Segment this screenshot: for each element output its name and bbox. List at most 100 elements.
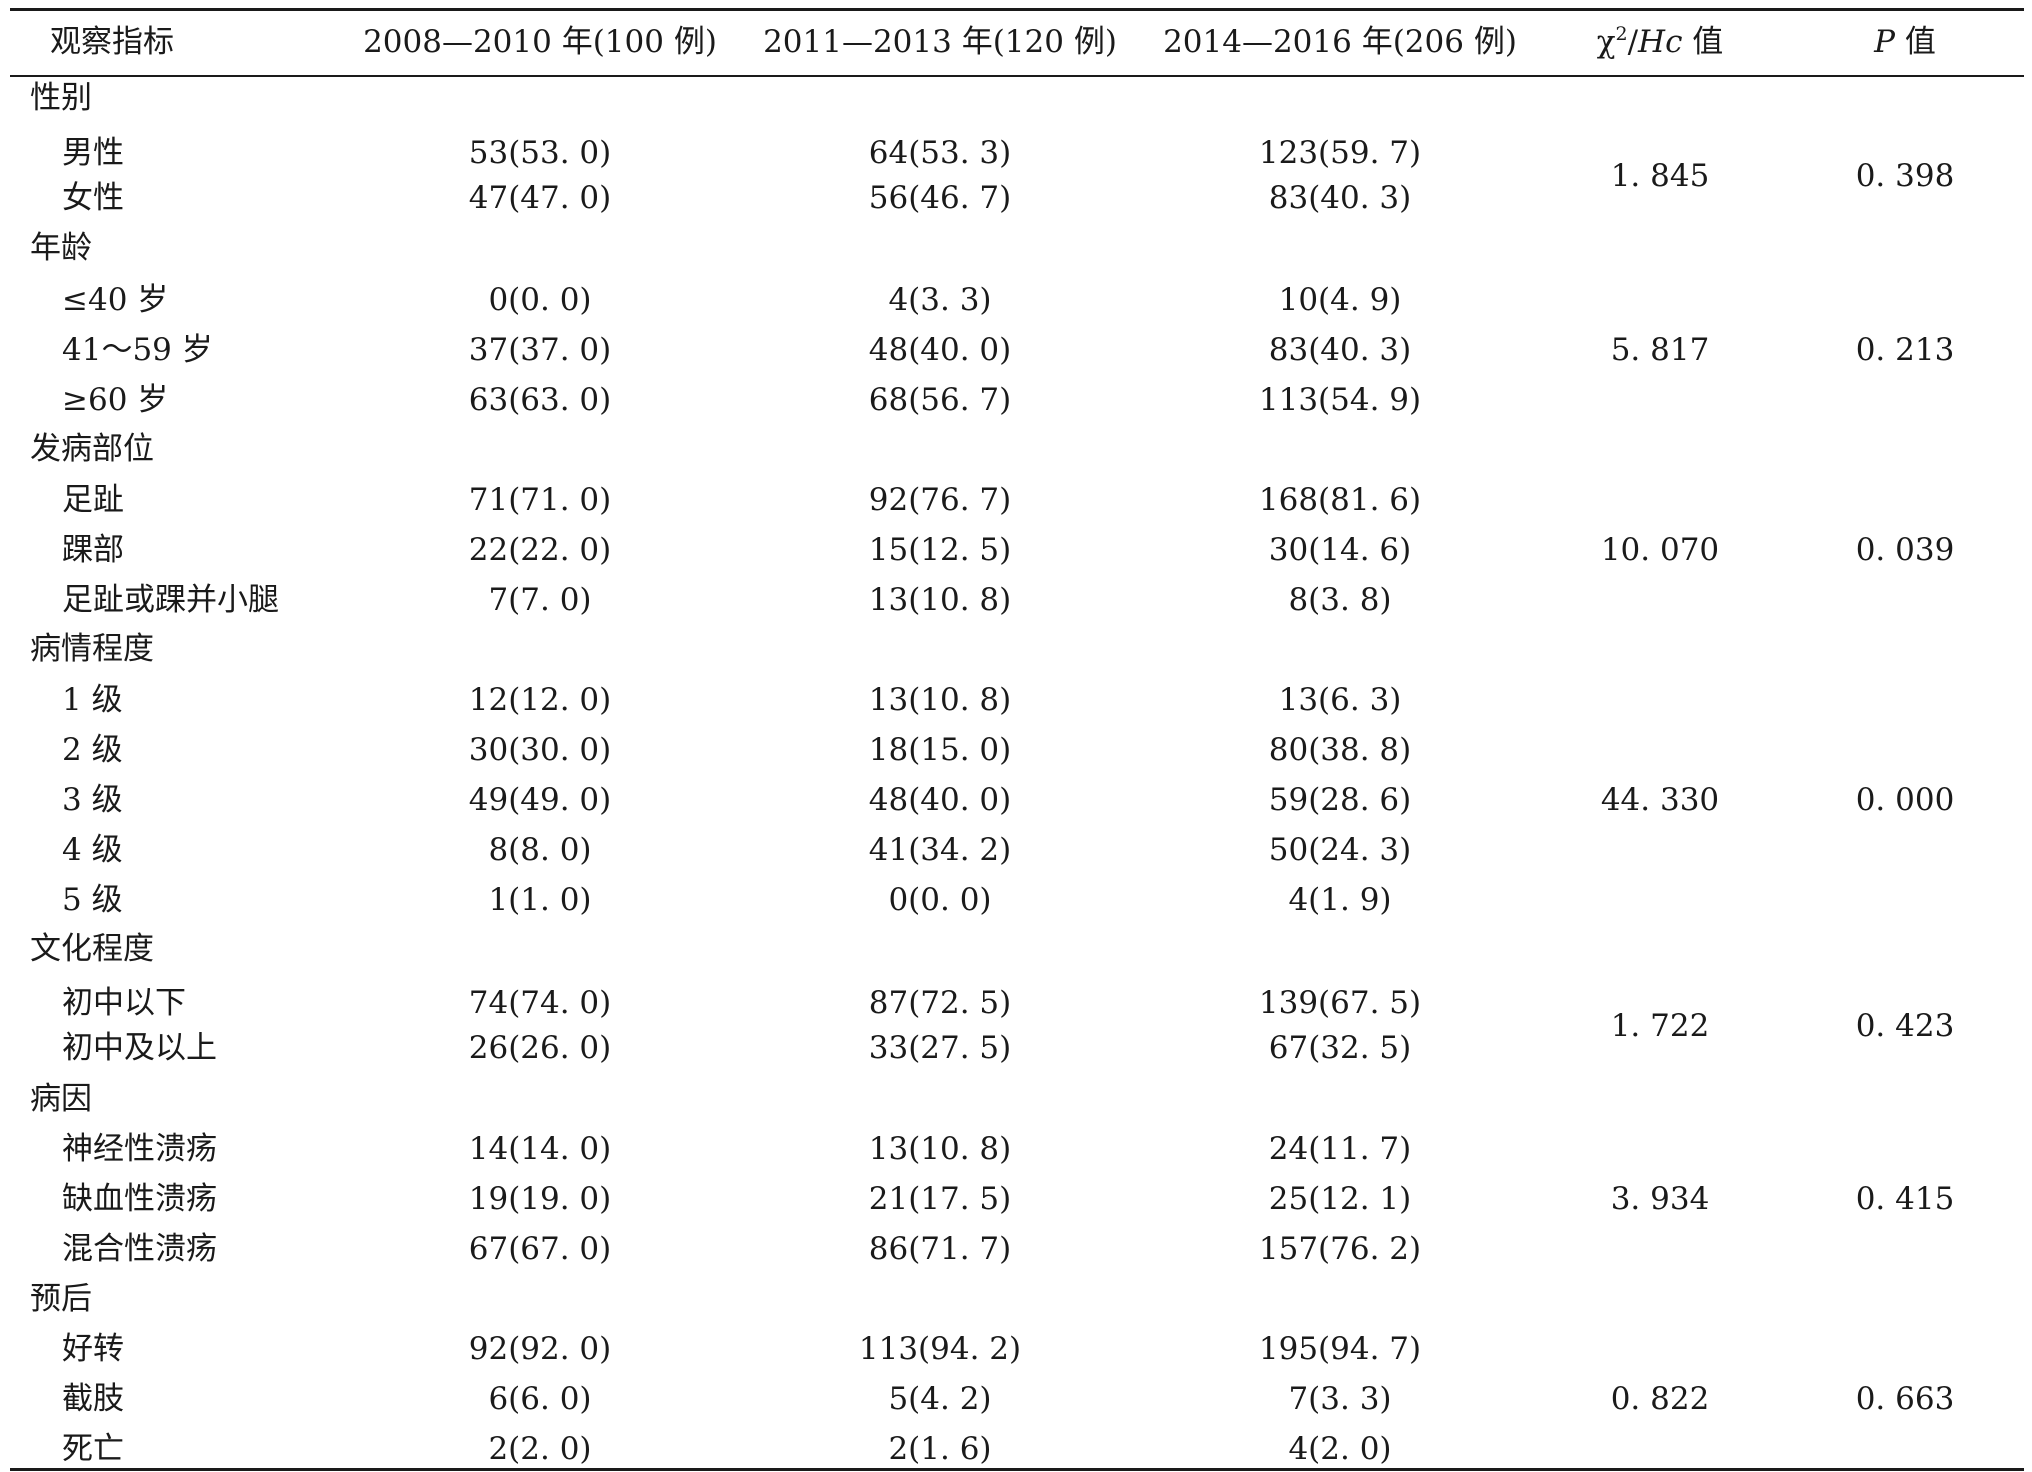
- row-label: 初中以下: [62, 985, 186, 1021]
- cell-2011-2013: 64(53. 3): [868, 135, 1012, 171]
- p-value: 0. 213: [1855, 332, 1955, 368]
- cell-2011-2013: 48(40. 0): [868, 332, 1012, 368]
- cell-2008-2010: 47(47. 0): [468, 180, 612, 216]
- group-title: 文化程度: [30, 931, 154, 967]
- cell-2008-2010: 19(19. 0): [468, 1181, 612, 1217]
- cell-2014-2016: 7(3. 3): [1288, 1381, 1392, 1417]
- cell-2011-2013: 4(3. 3): [888, 282, 992, 318]
- bottom-rule: [10, 1468, 2024, 1471]
- cell-2014-2016: 157(76. 2): [1258, 1231, 1422, 1267]
- group-title: 预后: [30, 1281, 92, 1317]
- row-label: 2 级: [62, 732, 123, 768]
- cell-2011-2013: 13(10. 8): [868, 1131, 1012, 1167]
- row-label: 截肢: [62, 1381, 124, 1417]
- cell-2011-2013: 18(15. 0): [868, 732, 1012, 768]
- cell-2014-2016: 24(11. 7): [1268, 1131, 1412, 1167]
- group-title: 病因: [30, 1081, 92, 1117]
- cell-2011-2013: 56(46. 7): [868, 180, 1012, 216]
- cell-2011-2013: 5(4. 2): [888, 1381, 992, 1417]
- data-table: 观察指标 2008—2010 年(100 例) 2011—2013 年(120 …: [10, 0, 2024, 1472]
- cell-2011-2013: 2(1. 6): [888, 1431, 992, 1467]
- statistic-value: 1. 722: [1610, 1007, 1710, 1044]
- cell-2011-2013: 15(12. 5): [868, 532, 1012, 568]
- row-label: 5 级: [62, 882, 123, 918]
- cell-2008-2010: 12(12. 0): [468, 682, 612, 718]
- header-statistic-prefix: χ: [1596, 24, 1616, 60]
- cell-2014-2016: 4(2. 0): [1288, 1431, 1392, 1467]
- cell-2014-2016: 30(14. 6): [1268, 532, 1412, 568]
- row-label: 混合性溃疡: [62, 1231, 217, 1267]
- cell-2011-2013: 13(10. 8): [868, 582, 1012, 618]
- cell-2011-2013: 113(94. 2): [858, 1331, 1022, 1367]
- row-label: 足趾: [62, 482, 124, 518]
- statistic-value: 10. 070: [1600, 532, 1720, 568]
- cell-2011-2013: 86(71. 7): [868, 1231, 1012, 1267]
- header-statistic: χ2/Hc 值: [1597, 22, 1724, 62]
- statistic-value: 5. 817: [1610, 332, 1710, 368]
- cell-2008-2010: 53(53. 0): [468, 135, 612, 171]
- cell-2008-2010: 37(37. 0): [468, 332, 612, 368]
- cell-2008-2010: 71(71. 0): [468, 482, 612, 518]
- cell-2008-2010: 26(26. 0): [468, 1030, 612, 1066]
- cell-2014-2016: 168(81. 6): [1258, 482, 1422, 518]
- row-label: 男性: [62, 135, 124, 171]
- cell-2008-2010: 0(0. 0): [488, 282, 592, 318]
- cell-2014-2016: 113(54. 9): [1258, 382, 1422, 418]
- p-value: 0. 415: [1855, 1181, 1955, 1217]
- cell-2014-2016: 67(32. 5): [1268, 1030, 1412, 1066]
- row-label: 3 级: [62, 782, 123, 818]
- cell-2008-2010: 1(1. 0): [488, 882, 592, 918]
- header-statistic-sup: 2: [1615, 23, 1628, 45]
- cell-2011-2013: 87(72. 5): [868, 985, 1012, 1021]
- cell-2014-2016: 8(3. 8): [1288, 582, 1392, 618]
- cell-2011-2013: 33(27. 5): [868, 1030, 1012, 1066]
- statistic-value: 3. 934: [1610, 1181, 1710, 1217]
- cell-2008-2010: 67(67. 0): [468, 1231, 612, 1267]
- cell-2014-2016: 10(4. 9): [1278, 282, 1402, 318]
- row-label: ≥60 岁: [62, 382, 169, 418]
- cell-2014-2016: 139(67. 5): [1258, 985, 1422, 1021]
- header-statistic-italic: Hc: [1638, 24, 1683, 60]
- cell-2014-2016: 4(1. 9): [1288, 882, 1392, 918]
- row-label: 41～59 岁: [62, 332, 213, 368]
- header-statistic-slash: /: [1627, 24, 1639, 60]
- cell-2008-2010: 7(7. 0): [488, 582, 592, 618]
- cell-2008-2010: 2(2. 0): [488, 1431, 592, 1467]
- group-title: 年龄: [30, 230, 92, 266]
- group-title: 性别: [30, 80, 92, 116]
- p-value: 0. 000: [1855, 782, 1955, 818]
- row-label: 初中及以上: [62, 1030, 217, 1066]
- cell-2008-2010: 92(92. 0): [468, 1331, 612, 1367]
- cell-2008-2010: 49(49. 0): [468, 782, 612, 818]
- statistic-value: 1. 845: [1610, 157, 1710, 194]
- row-label: 好转: [62, 1331, 124, 1367]
- cell-2008-2010: 74(74. 0): [468, 985, 612, 1021]
- p-value: 0. 398: [1855, 157, 1955, 194]
- row-label: 缺血性溃疡: [62, 1181, 217, 1217]
- cell-2008-2010: 30(30. 0): [468, 732, 612, 768]
- cell-2008-2010: 8(8. 0): [488, 832, 592, 868]
- cell-2011-2013: 21(17. 5): [868, 1181, 1012, 1217]
- statistic-value: 44. 330: [1600, 782, 1720, 818]
- cell-2011-2013: 41(34. 2): [868, 832, 1012, 868]
- cell-2014-2016: 25(12. 1): [1268, 1181, 1412, 1217]
- row-label: 足趾或踝并小腿: [62, 582, 279, 618]
- row-label: 神经性溃疡: [62, 1131, 217, 1167]
- cell-2014-2016: 83(40. 3): [1268, 180, 1412, 216]
- header-p-suffix: 值: [1895, 24, 1936, 60]
- cell-2008-2010: 14(14. 0): [468, 1131, 612, 1167]
- cell-2011-2013: 48(40. 0): [868, 782, 1012, 818]
- cell-2011-2013: 68(56. 7): [868, 382, 1012, 418]
- cell-2008-2010: 22(22. 0): [468, 532, 612, 568]
- p-value: 0. 663: [1855, 1381, 1955, 1417]
- header-p-italic: P: [1874, 24, 1895, 60]
- cell-2014-2016: 123(59. 7): [1258, 135, 1422, 171]
- cell-2014-2016: 80(38. 8): [1268, 732, 1412, 768]
- row-label: 死亡: [62, 1431, 124, 1467]
- p-value: 0. 423: [1855, 1007, 1955, 1044]
- row-label: 女性: [62, 180, 124, 216]
- header-rule: [10, 75, 2024, 77]
- cell-2011-2013: 92(76. 7): [868, 482, 1012, 518]
- cell-2008-2010: 63(63. 0): [468, 382, 612, 418]
- row-label: 1 级: [62, 682, 123, 718]
